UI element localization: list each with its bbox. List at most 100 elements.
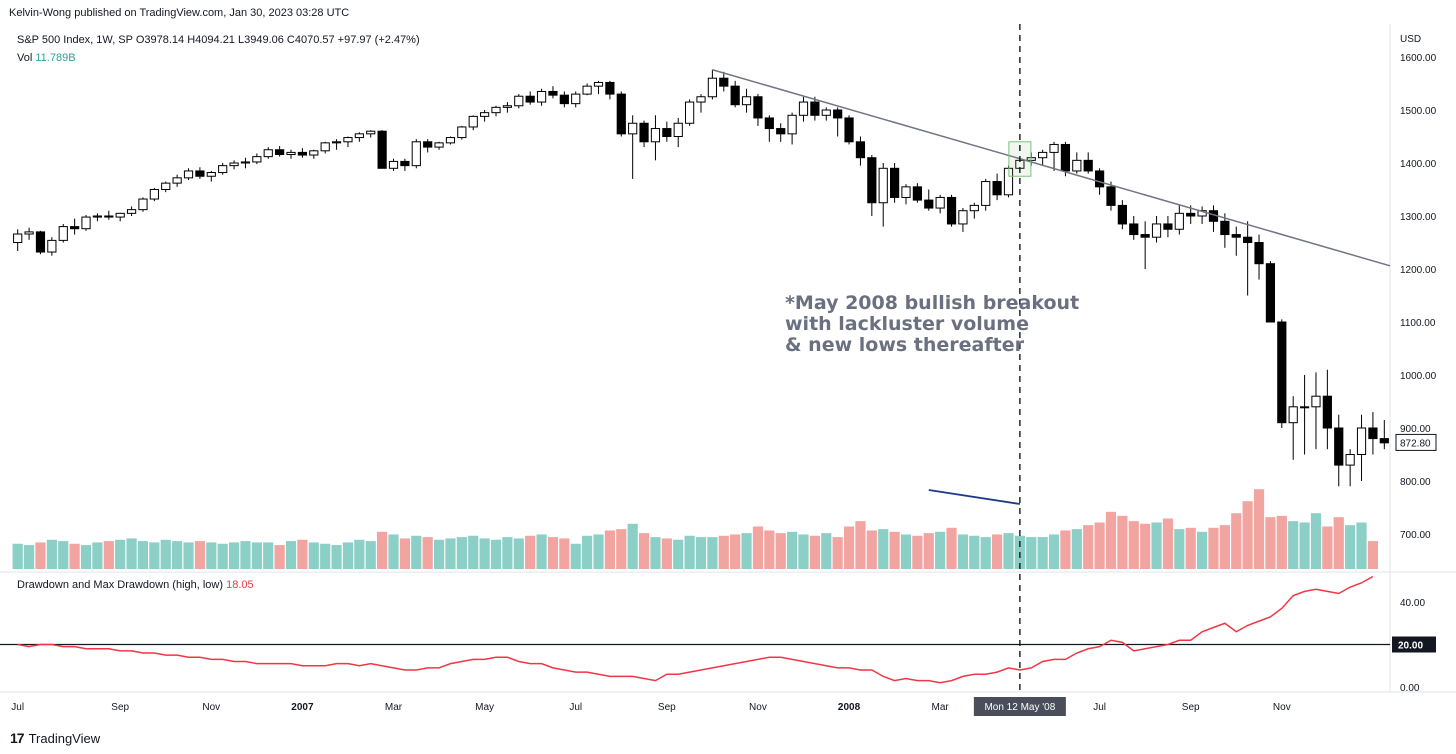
volume-bar (673, 539, 684, 569)
candle-body (70, 226, 80, 230)
candle-body (1049, 143, 1059, 153)
candle-body (24, 231, 34, 235)
volume-bar (1288, 521, 1299, 569)
volume-bar (1174, 529, 1185, 569)
volume-bar (1253, 489, 1265, 569)
candle-body (104, 215, 114, 218)
volume-bar (866, 530, 877, 569)
candle-body (855, 141, 866, 159)
volume-bar (695, 537, 707, 569)
candle-body (468, 115, 478, 128)
volume-bar (992, 534, 1003, 569)
candle-body (1299, 406, 1310, 409)
price-axis: USD 1600.00 1500.00 1400.00 1300.00 1200.00 11… (1395, 34, 1437, 541)
time-tick-label: Sep (1182, 702, 1200, 713)
candle-body (423, 141, 433, 148)
candle-body (366, 130, 376, 135)
chart[interactable]: USD 1600.00 1500.00 1400.00 1300.00 1200.00 11… (0, 24, 1456, 724)
time-axis: Jul Sep Nov 2007 Mar May Jul Sep Nov 2008 Mar Jul Se… (11, 697, 1291, 716)
volume-bar (878, 529, 889, 569)
footer-brand[interactable]: 17 TradingView (10, 730, 100, 746)
candle-body (935, 196, 945, 209)
annotation-line-1: *May 2008 bullish breakout (785, 292, 1080, 314)
candle-body (946, 196, 957, 225)
candle-body (126, 209, 137, 214)
volume-bar (342, 542, 354, 569)
ohlc-values: O3978.14 H4094.21 L3949.06 C4070.57 +97.… (135, 34, 420, 46)
candle-body (457, 126, 467, 139)
candle-body (901, 186, 911, 198)
volume-bar (1367, 541, 1379, 569)
time-tick-label: Jul (1093, 702, 1106, 713)
candle-body (662, 128, 672, 138)
volume-bar (798, 534, 809, 569)
volume-bar (1333, 517, 1344, 569)
candle-body (787, 114, 797, 135)
time-tick-label: Mar (932, 702, 950, 713)
time-tick-label: Sep (658, 702, 676, 713)
candle-body (218, 165, 228, 174)
candle-body (491, 106, 501, 114)
candle-body (730, 85, 740, 106)
candle-body (1083, 159, 1093, 172)
candle-body (605, 81, 615, 95)
symbol-name: S&P 500 Index, 1W, SP (17, 34, 133, 46)
volume-bar (570, 543, 581, 569)
volume-bar (160, 539, 171, 569)
candle-body (878, 167, 888, 204)
candle-body (343, 137, 353, 143)
volume-bar (843, 526, 855, 569)
volume-bar (718, 535, 729, 569)
candle-body (890, 167, 900, 198)
volume-bar (1345, 525, 1356, 569)
volume-bar (1265, 517, 1276, 569)
volume-bar (1094, 522, 1105, 569)
symbol-legend[interactable]: S&P 500 Index, 1W, SP O3978.14 H4094.21 … (17, 34, 420, 46)
price-tick-label: 1500.00 (1400, 106, 1437, 117)
candle-body (331, 141, 342, 144)
volume-bar (1117, 515, 1128, 569)
volume-bar (638, 533, 650, 569)
volume-bar (912, 535, 923, 569)
candle-body (844, 117, 854, 143)
candle-body (969, 204, 979, 212)
volume-bar (707, 537, 718, 569)
candle-body (445, 137, 456, 144)
candle-body (593, 81, 604, 87)
volume-bar (809, 535, 820, 569)
volume-bar (957, 534, 969, 569)
candle-body (1038, 151, 1048, 159)
volume-bar (923, 533, 934, 569)
time-tick-label: Jul (569, 702, 582, 713)
drawdown-tick-label: 0.00 (1400, 683, 1420, 694)
candle-body (81, 216, 91, 230)
candle-body (1186, 212, 1196, 217)
candle-body (58, 226, 68, 241)
volume-bar (1003, 533, 1014, 569)
volume-bar (228, 542, 240, 569)
volume-bar (297, 539, 308, 569)
last-price-label: 872.80 (1400, 438, 1431, 449)
candle-body (1060, 143, 1071, 172)
candle-body (1368, 427, 1378, 440)
candle-body (673, 122, 683, 137)
candle-body (240, 161, 251, 164)
volume-bar (468, 535, 479, 569)
drawdown-legend[interactable]: Drawdown and Max Drawdown (high, low) 18… (17, 579, 254, 591)
candle-body (798, 101, 809, 116)
time-tick-label: Jul (11, 702, 24, 713)
candle-body (1151, 223, 1162, 238)
volume-bar (183, 542, 194, 569)
candle-body (696, 96, 706, 103)
volume-bar (821, 533, 832, 569)
candle-body (1220, 220, 1230, 236)
volume-bar (730, 534, 741, 569)
candle-body (821, 109, 831, 116)
volume-bar (331, 545, 342, 569)
candle-body (810, 101, 820, 116)
candle-body (252, 156, 262, 163)
volume-bar (1060, 530, 1071, 569)
candle-body (536, 90, 547, 103)
candle-body (161, 182, 171, 190)
volume-legend[interactable]: Vol 11.789B (17, 52, 76, 64)
